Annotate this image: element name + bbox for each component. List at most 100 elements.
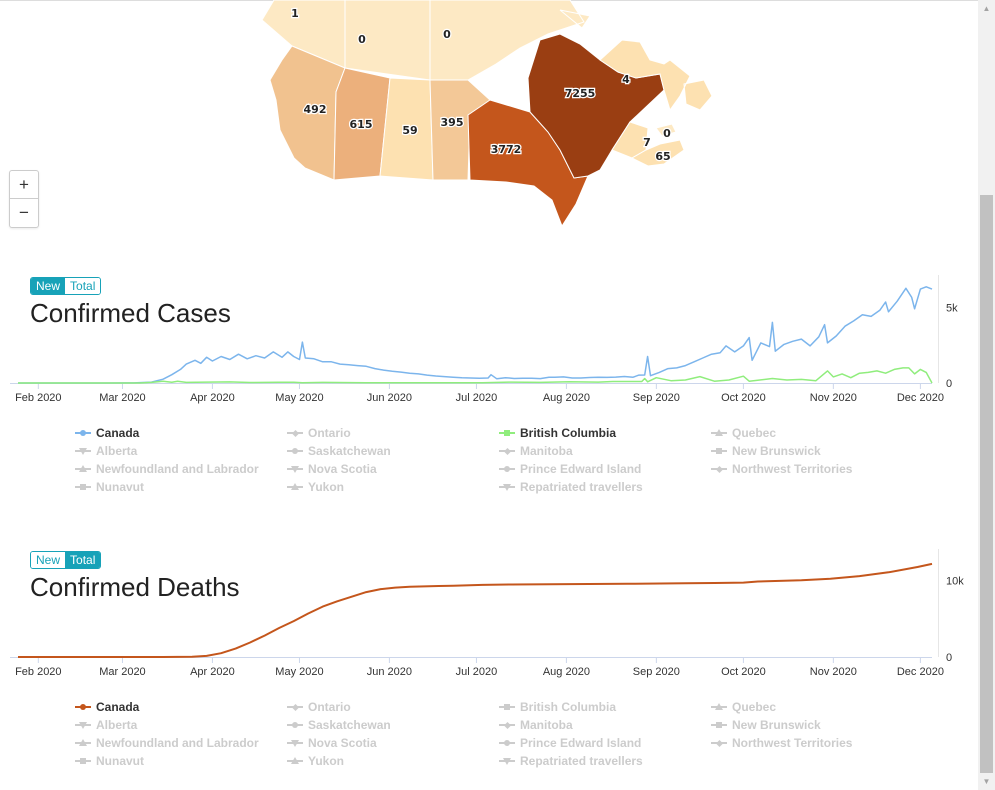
map-region-newfoundland-and-labrador[interactable] [599,39,713,112]
legend-label: Repatriated travellers [520,754,643,768]
map-region-nova-scotia[interactable] [630,139,685,167]
zoom-control: + − [9,170,39,228]
deaths-legend-item-canada[interactable]: Canada [75,698,287,716]
legend-label: Yukon [308,480,345,494]
triangle-down-marker-icon [499,756,515,766]
cases-legend-item-nova-scotia[interactable]: Nova Scotia [287,460,499,478]
map-region-prince-edward-island[interactable] [655,123,677,137]
deaths-legend-item-new-brunswick[interactable]: New Brunswick [711,716,923,734]
legend-label: Canada [96,426,140,440]
cases-legend-item-yukon[interactable]: Yukon [287,478,499,496]
deaths-legend: Canada Ontario British Columbia Quebec Alber… [75,698,935,770]
cases-legend-item-british-columbia[interactable]: British Columbia [499,424,711,442]
deaths-legend-item-ontario[interactable]: Ontario [287,698,499,716]
legend-label: Saskatchewan [308,444,391,458]
triangle-down-marker-icon [287,464,303,474]
diamond-marker-icon [711,738,727,748]
diamond-marker-icon [499,446,515,456]
deaths-legend-item-saskatchewan[interactable]: Saskatchewan [287,716,499,734]
circle-marker-icon [75,428,91,438]
cases-chart: Feb 2020 Mar 2020 Apr 2020 May 2020 Jun 2020… [10,275,958,404]
cases-new-toggle[interactable]: New [31,278,66,294]
cases-legend-item-alberta[interactable]: Alberta [75,442,287,460]
cases-total-toggle[interactable]: Total [65,278,101,294]
deaths-legend-item-repatriated-travellers[interactable]: Repatriated travellers [499,752,711,770]
square-marker-icon [711,720,727,730]
legend-label: New Brunswick [732,718,821,732]
map-label-northwest-territories: 0 [358,33,366,46]
cases-legend-item-manitoba[interactable]: Manitoba [499,442,711,460]
deaths-legend-item-alberta[interactable]: Alberta [75,716,287,734]
series-line-canada[interactable] [18,286,933,384]
deaths-legend-item-nunavut[interactable]: Nunavut [75,752,287,770]
y-tick-label: 5k [946,302,958,314]
deaths-legend-item-nova-scotia[interactable]: Nova Scotia [287,734,499,752]
scroll-up-arrow-icon[interactable]: ▲ [982,4,991,13]
cases-legend-item-ontario[interactable]: Ontario [287,424,499,442]
series-line-british-columbia[interactable] [18,367,933,384]
map-label-quebec: 7255 [565,87,596,100]
legend-label: Northwest Territories [732,462,853,476]
x-tick-label: Dec 2020 [897,666,944,678]
cases-legend-item-northwest-territories[interactable]: Northwest Territories [711,460,923,478]
circle-marker-icon [287,720,303,730]
cases-legend-item-quebec[interactable]: Quebec [711,424,923,442]
deaths-new-toggle[interactable]: New [31,552,66,568]
deaths-legend-item-newfoundland-and-labrador[interactable]: Newfoundland and Labrador [75,734,287,752]
x-tick-label: Aug 2020 [543,666,590,678]
cases-legend-item-canada[interactable]: Canada [75,424,287,442]
x-tick-label: Sep 2020 [633,666,680,678]
map-label-nunavut: 0 [443,28,451,41]
deaths-legend-item-quebec[interactable]: Quebec [711,698,923,716]
deaths-total-toggle[interactable]: Total [65,552,101,568]
x-tick-label: Jul 2020 [456,392,498,404]
deaths-legend-item-yukon[interactable]: Yukon [287,752,499,770]
triangle-down-marker-icon [75,720,91,730]
y-tick-label: 10k [946,576,964,588]
deaths-legend-item-manitoba[interactable]: Manitoba [499,716,711,734]
legend-label: Prince Edward Island [520,462,642,476]
diamond-marker-icon [287,702,303,712]
triangle-down-marker-icon [287,738,303,748]
cases-legend-item-saskatchewan[interactable]: Saskatchewan [287,442,499,460]
square-marker-icon [711,446,727,456]
legend-label: Nunavut [96,480,144,494]
circle-marker-icon [287,446,303,456]
series-line-canada[interactable] [18,562,933,658]
x-tick-label: May 2020 [275,392,323,404]
map-label-nova-scotia: 65 [655,150,670,163]
deaths-chart: Feb 2020 Mar 2020 Apr 2020 May 2020 Jun 2020… [10,549,964,678]
cases-legend-item-new-brunswick[interactable]: New Brunswick [711,442,923,460]
legend-label: Northwest Territories [732,736,853,750]
cases-toggle: New Total [30,277,102,295]
page-scrollbar[interactable]: ▲ ▼ [978,0,995,790]
cases-legend-item-nunavut[interactable]: Nunavut [75,478,287,496]
cases-legend-item-prince-edward-island[interactable]: Prince Edward Island [499,460,711,478]
scrollbar-thumb[interactable] [980,195,993,773]
map-label-alberta: 615 [350,118,373,131]
triangle-marker-icon [75,738,91,748]
deaths-legend-item-british-columbia[interactable]: British Columbia [499,698,711,716]
zoom-out-button[interactable]: − [19,203,29,222]
x-tick-label: Mar 2020 [99,392,145,404]
legend-label: Prince Edward Island [520,736,642,750]
cases-legend-item-repatriated-travellers[interactable]: Repatriated travellers [499,478,711,496]
square-marker-icon [75,756,91,766]
legend-label: Newfoundland and Labrador [96,736,259,750]
x-tick-label: May 2020 [275,666,323,678]
legend-label: Newfoundland and Labrador [96,462,259,476]
map-label-new-brunswick: 7 [643,136,651,149]
cases-legend-item-newfoundland-and-labrador[interactable]: Newfoundland and Labrador [75,460,287,478]
deaths-legend-item-northwest-territories[interactable]: Northwest Territories [711,734,923,752]
map-label-manitoba: 395 [441,116,464,129]
cases-legend: Canada Ontario British Columbia Quebec Alber… [75,424,935,496]
scroll-down-arrow-icon[interactable]: ▼ [982,777,991,786]
legend-label: New Brunswick [732,444,821,458]
zoom-in-button[interactable]: + [10,171,38,199]
deaths-legend-item-prince-edward-island[interactable]: Prince Edward Island [499,734,711,752]
legend-label: British Columbia [520,700,617,714]
map-region-alberta[interactable] [333,67,391,181]
map-region-new-brunswick[interactable] [611,121,649,159]
